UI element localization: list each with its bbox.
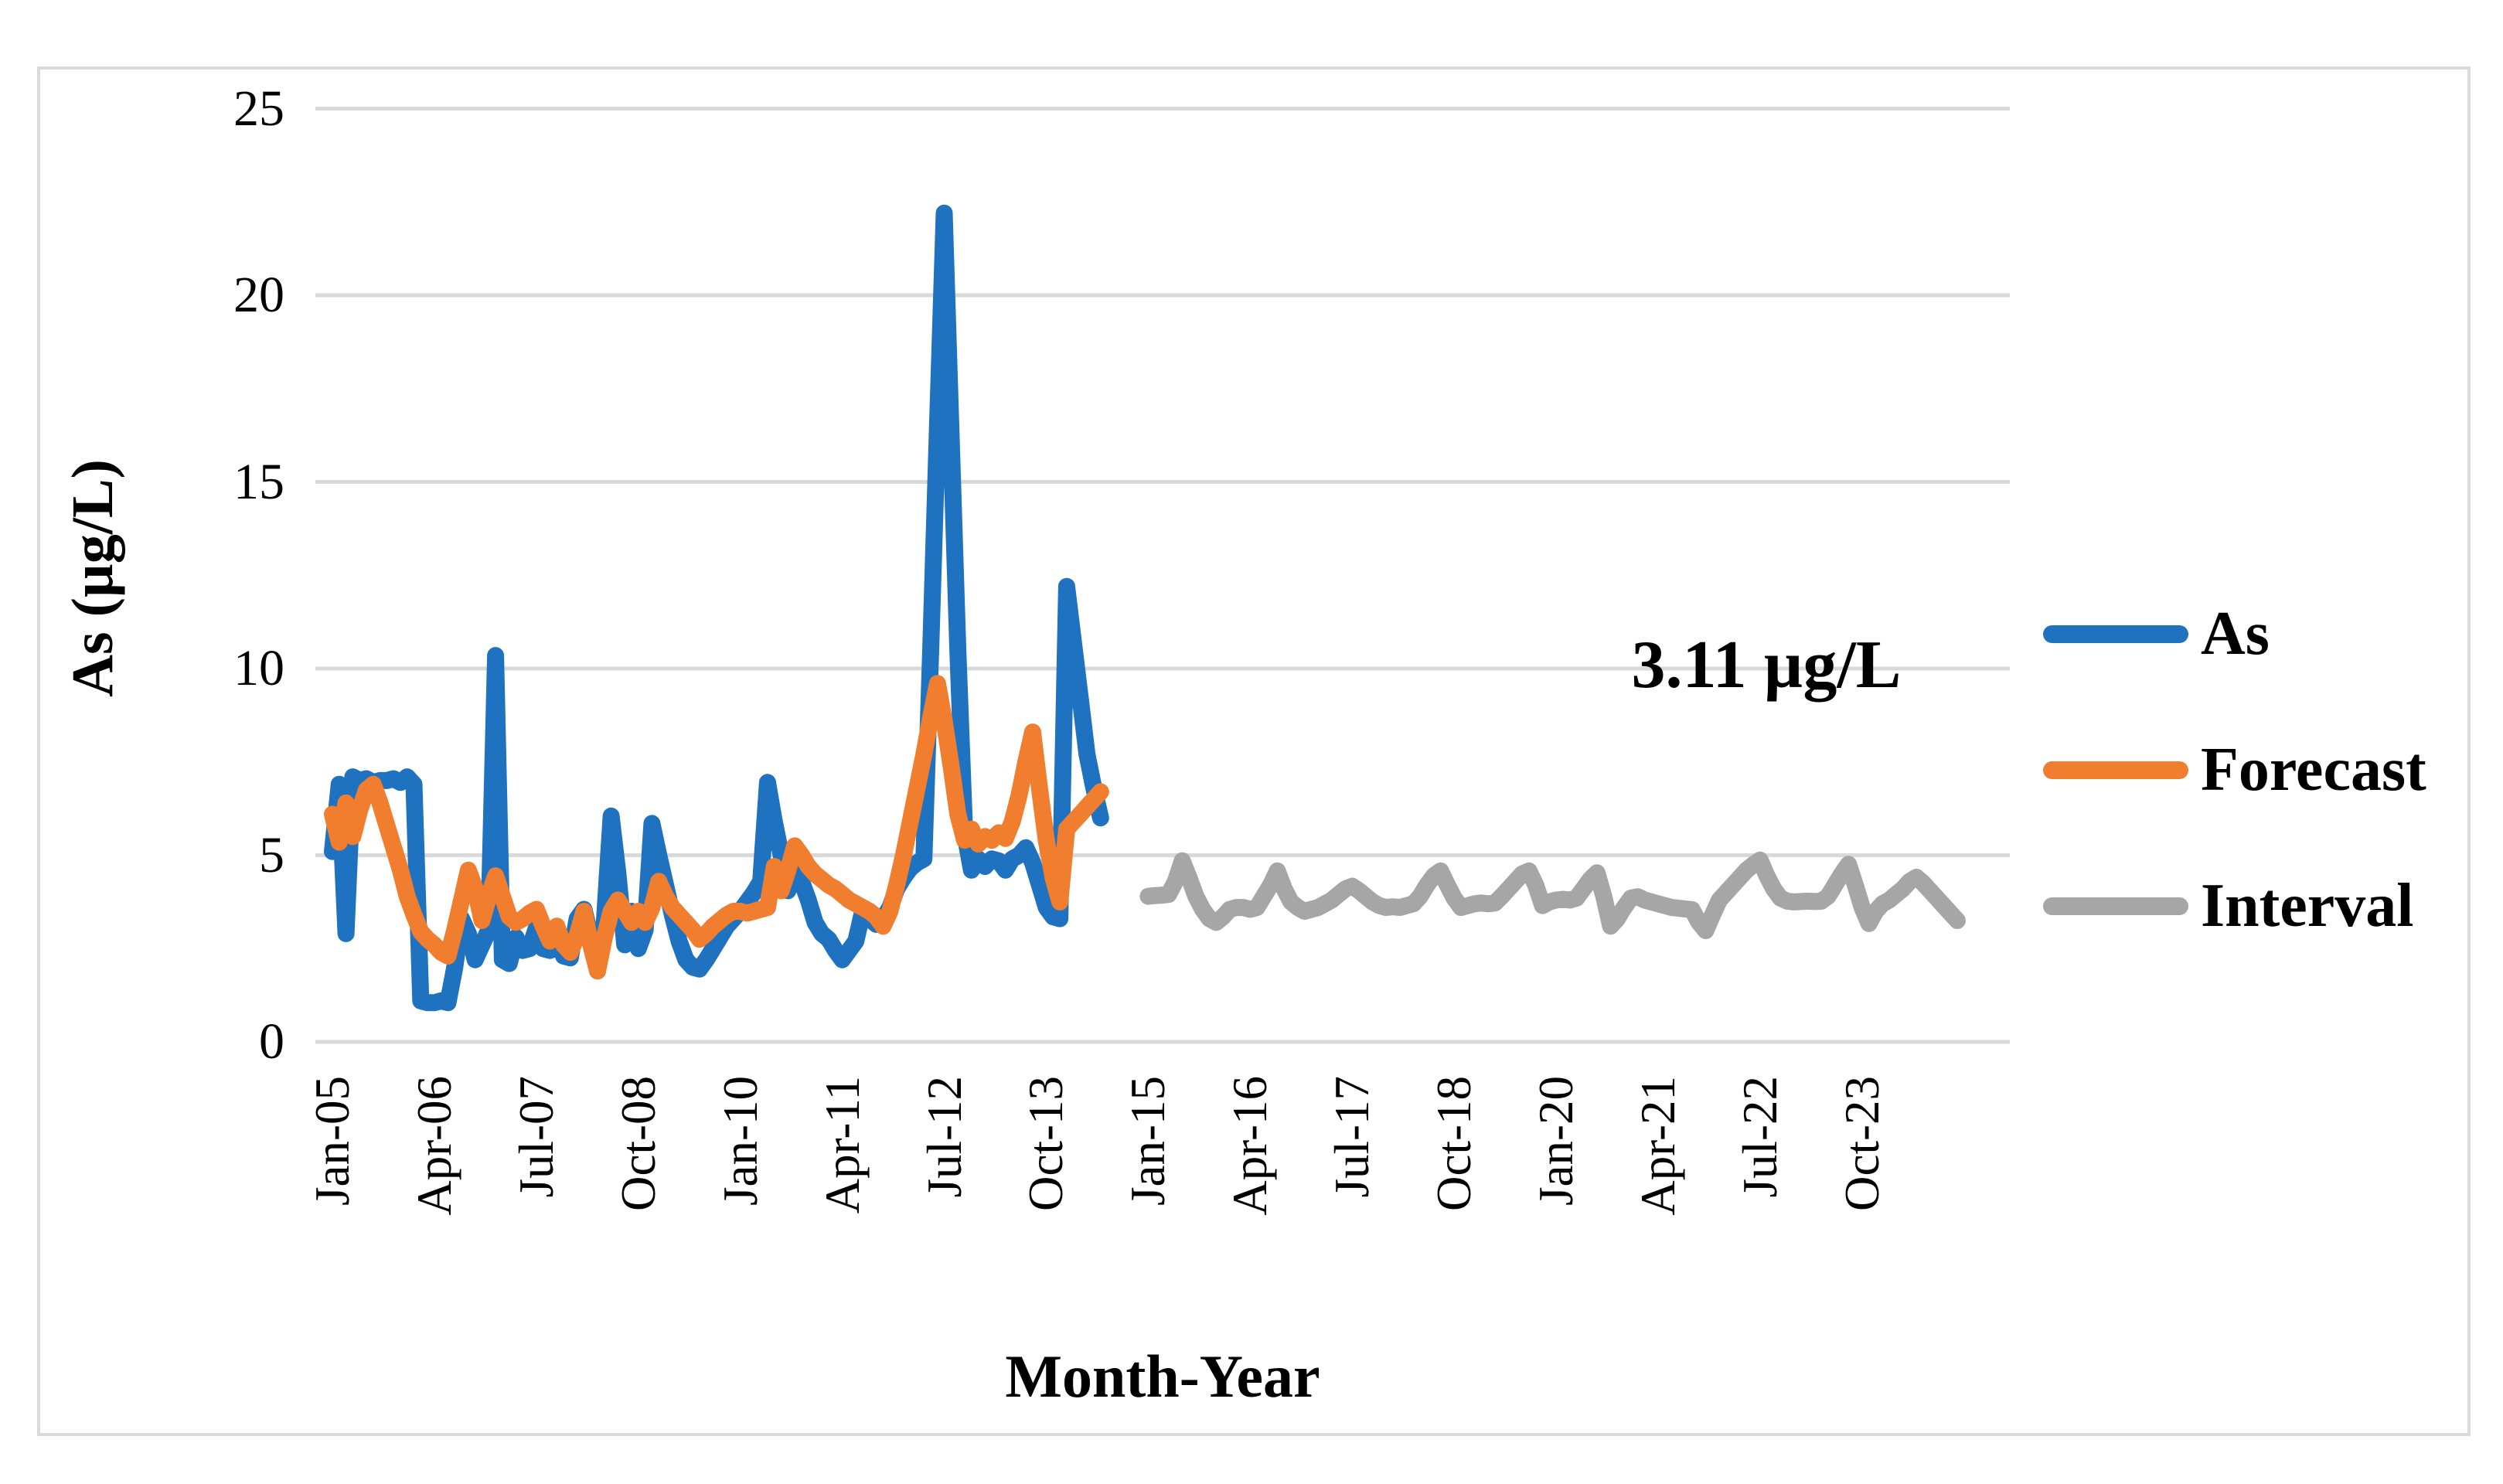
x-tick-label-Apr-11: Apr-11 <box>815 1076 870 1214</box>
x-tick-label-Apr-06: Apr-06 <box>407 1076 461 1216</box>
x-tick-label-Jan-15: Jan-15 <box>1121 1076 1176 1206</box>
x-tick-label-Jan-20: Jan-20 <box>1529 1076 1584 1206</box>
legend-label-as: As <box>2201 599 2270 668</box>
x-tick-label-Oct-13: Oct-13 <box>1019 1076 1074 1211</box>
gridlines <box>315 107 2010 1044</box>
forecast-line-swatch <box>2043 761 2188 779</box>
x-tick-label-Jan-05: Jan-05 <box>305 1076 359 1206</box>
as-line-swatch <box>2043 625 2188 643</box>
x-tick-label-Oct-23: Oct-23 <box>1834 1076 1889 1211</box>
y-tick-label-10: 10 <box>233 640 284 696</box>
legend-item-as: As <box>2043 594 2270 674</box>
y-tick-label-0: 0 <box>259 1013 284 1070</box>
x-axis-title: Month-Year <box>1005 1343 1320 1410</box>
legend-label-forecast: Forecast <box>2201 735 2426 804</box>
series-line-interval <box>1139 851 1966 940</box>
x-tick-label-Apr-16: Apr-16 <box>1223 1076 1278 1216</box>
x-tick-label-Apr-21: Apr-21 <box>1631 1076 1686 1216</box>
series-lines <box>324 204 1966 1012</box>
x-tick-label-Jul-12: Jul-12 <box>917 1076 972 1198</box>
interval-line-swatch <box>2043 897 2188 915</box>
legend-label-interval: Interval <box>2201 871 2414 940</box>
y-tick-label-25: 25 <box>233 80 284 137</box>
y-tick-label-5: 5 <box>259 826 284 883</box>
y-tick-label-20: 20 <box>233 267 284 323</box>
series-line-forecast <box>324 675 1109 980</box>
x-tick-label-Oct-18: Oct-18 <box>1427 1076 1482 1211</box>
legend-item-interval: Interval <box>2043 866 2414 946</box>
x-tick-label-Jan-10: Jan-10 <box>713 1076 768 1206</box>
x-tick-label-Jul-17: Jul-17 <box>1325 1076 1380 1198</box>
y-tick-label-15: 15 <box>233 453 284 510</box>
y-axis-title: As (µg/L) <box>60 459 125 697</box>
x-tick-label-Jul-07: Jul-07 <box>509 1076 564 1198</box>
legend-item-forecast: Forecast <box>2043 730 2426 810</box>
series-line-as <box>324 204 1109 1012</box>
x-tick-label-Jul-22: Jul-22 <box>1732 1076 1787 1198</box>
figure-border <box>37 66 2471 1436</box>
x-tick-label-Oct-08: Oct-08 <box>611 1076 666 1211</box>
threshold-annotation: 3.11 µg/L <box>1631 628 1902 703</box>
